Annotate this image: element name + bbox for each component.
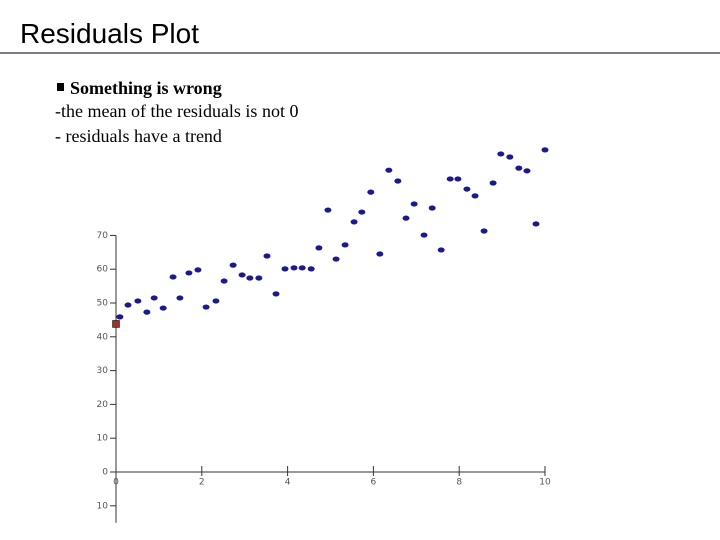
point <box>350 219 358 225</box>
point <box>159 305 167 311</box>
point <box>523 168 531 174</box>
y-tick-label: 20 <box>97 400 109 410</box>
point <box>220 278 228 284</box>
point <box>480 228 488 234</box>
y-tick-label: 40 <box>97 332 109 342</box>
point <box>454 176 462 182</box>
point <box>532 221 540 227</box>
y-tick-label: 10 <box>97 501 109 511</box>
y-tick-label: 60 <box>97 265 109 275</box>
point <box>437 247 445 253</box>
point <box>263 253 271 259</box>
point <box>358 209 366 215</box>
point <box>272 291 280 297</box>
point <box>341 242 349 248</box>
point <box>471 193 479 199</box>
y-tick-label: 30 <box>97 366 109 376</box>
point <box>202 304 210 310</box>
point <box>212 298 220 304</box>
point <box>489 180 497 186</box>
x-tick-label: 2 <box>199 478 205 488</box>
point <box>506 154 514 160</box>
y-tick-label: 50 <box>97 299 109 309</box>
x-tick-label: 10 <box>539 478 551 488</box>
point <box>376 251 384 257</box>
body-line: -the mean of the residuals is not 0 <box>55 101 298 121</box>
x-tick-label: 8 <box>456 478 462 488</box>
x-tick-label: 0 <box>113 478 119 488</box>
point <box>124 302 132 308</box>
point <box>541 147 549 153</box>
point <box>298 265 306 271</box>
point <box>176 295 184 301</box>
slide-title: Residuals Plot <box>20 18 199 49</box>
point <box>194 267 202 273</box>
point <box>324 207 332 213</box>
body-line: - residuals have a trend <box>55 126 222 146</box>
point <box>402 215 410 221</box>
point <box>367 189 375 195</box>
point <box>255 275 263 281</box>
point <box>515 165 523 171</box>
point <box>238 272 246 278</box>
bullet-text: Something is wrong <box>70 78 222 98</box>
point <box>385 167 393 173</box>
point <box>229 262 237 268</box>
plot: 10 0 10 20 30 40 50 60 70 0 2 4 6 8 10 <box>97 147 551 523</box>
point <box>134 298 142 304</box>
point <box>246 275 254 281</box>
point <box>410 201 418 207</box>
x-tick-label: 6 <box>371 478 377 488</box>
point <box>143 309 151 315</box>
point <box>185 270 193 276</box>
point <box>281 266 289 272</box>
point <box>394 178 402 184</box>
point <box>463 186 471 192</box>
point <box>116 314 124 320</box>
y-tick-label: 70 <box>97 231 109 241</box>
point <box>497 151 505 157</box>
point <box>428 205 436 211</box>
point <box>290 265 298 271</box>
point <box>307 266 315 272</box>
point <box>332 256 340 262</box>
bullet-marker <box>57 83 64 91</box>
point <box>150 295 158 301</box>
point <box>169 274 177 280</box>
x-tick-label: 4 <box>285 478 291 488</box>
y-tick-label: 0 <box>102 468 108 478</box>
point <box>112 320 120 328</box>
point <box>446 176 454 182</box>
point <box>420 232 428 238</box>
point <box>315 245 323 251</box>
y-tick-label: 10 <box>97 434 109 444</box>
